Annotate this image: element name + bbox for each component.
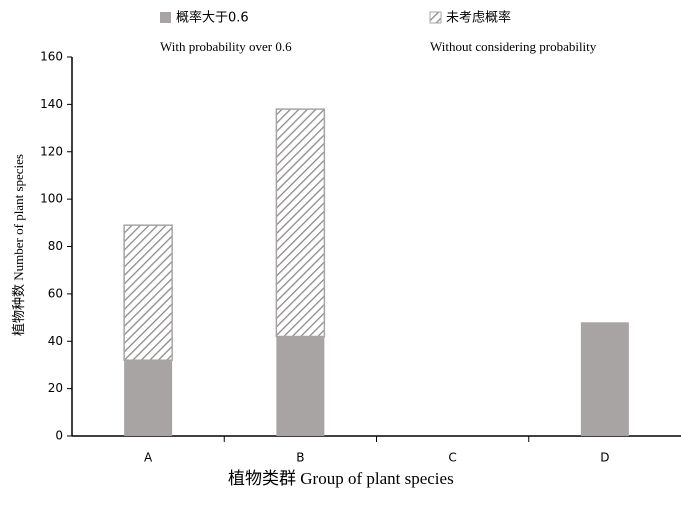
y-tick-label: 100	[40, 192, 63, 206]
y-tick-label: 120	[40, 144, 63, 158]
legend-label-en: With probability over 0.6	[160, 39, 292, 54]
legend-label-en: Without considering probability	[430, 39, 597, 54]
x-tick-label: C	[448, 451, 456, 465]
bar	[123, 224, 173, 361]
x-tick-label: D	[600, 451, 609, 465]
bar	[276, 336, 325, 436]
y-axis-label: 植物种数 Number of plant species	[11, 154, 26, 336]
bar	[580, 322, 629, 436]
legend-swatch	[160, 12, 171, 23]
y-tick-label: 0	[55, 429, 63, 443]
y-tick-label: 60	[48, 286, 63, 300]
bar	[124, 360, 173, 436]
x-axis-label: 植物类群 Group of plant species	[228, 469, 454, 488]
legend-label: 概率大于0.6	[176, 10, 249, 26]
legend-label: 未考虑概率	[446, 10, 511, 26]
x-tick-label: A	[144, 451, 153, 465]
y-tick-label: 40	[48, 334, 63, 348]
y-tick-label: 140	[40, 97, 63, 111]
legend-swatch	[429, 11, 442, 24]
y-tick-label: 80	[48, 239, 63, 253]
x-tick-label: B	[296, 451, 304, 465]
bar	[275, 108, 326, 338]
y-tick-label: 20	[48, 381, 63, 395]
y-tick-label: 160	[40, 50, 63, 64]
